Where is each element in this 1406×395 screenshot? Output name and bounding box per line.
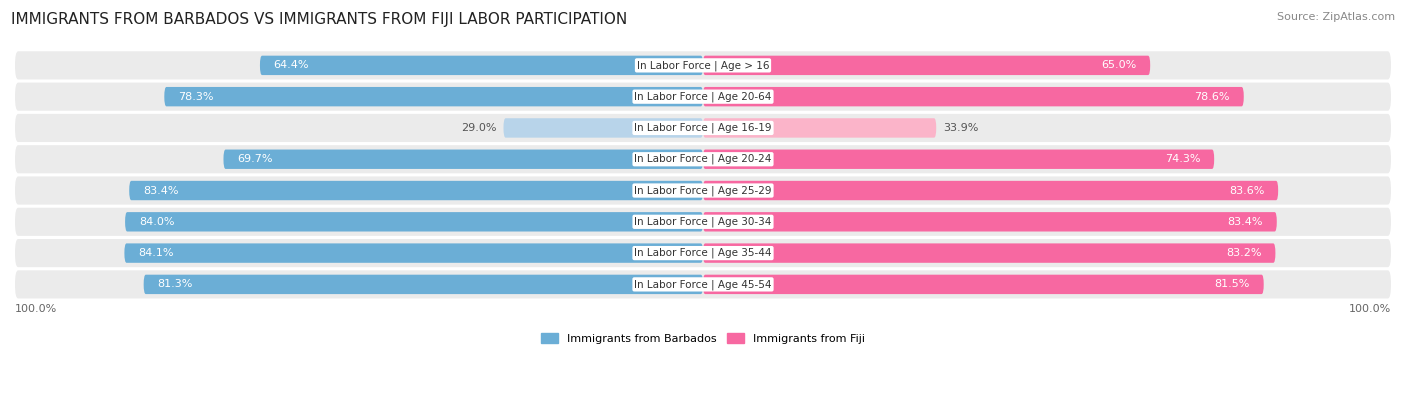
Text: 84.0%: 84.0% xyxy=(139,217,174,227)
FancyBboxPatch shape xyxy=(703,56,1150,75)
FancyBboxPatch shape xyxy=(224,150,703,169)
FancyBboxPatch shape xyxy=(15,51,1391,79)
FancyBboxPatch shape xyxy=(15,114,1391,142)
Text: 33.9%: 33.9% xyxy=(943,123,979,133)
Text: 81.3%: 81.3% xyxy=(157,279,193,290)
Text: In Labor Force | Age 35-44: In Labor Force | Age 35-44 xyxy=(634,248,772,258)
FancyBboxPatch shape xyxy=(703,181,1278,200)
Legend: Immigrants from Barbados, Immigrants from Fiji: Immigrants from Barbados, Immigrants fro… xyxy=(541,333,865,344)
Text: In Labor Force | Age 25-29: In Labor Force | Age 25-29 xyxy=(634,185,772,196)
FancyBboxPatch shape xyxy=(703,275,1264,294)
FancyBboxPatch shape xyxy=(15,239,1391,267)
Text: 65.0%: 65.0% xyxy=(1101,60,1136,70)
Text: 78.3%: 78.3% xyxy=(179,92,214,102)
Text: 29.0%: 29.0% xyxy=(461,123,496,133)
Text: 74.3%: 74.3% xyxy=(1166,154,1201,164)
FancyBboxPatch shape xyxy=(125,212,703,231)
Text: 69.7%: 69.7% xyxy=(238,154,273,164)
Text: 100.0%: 100.0% xyxy=(15,304,58,314)
Text: 64.4%: 64.4% xyxy=(274,60,309,70)
Text: Source: ZipAtlas.com: Source: ZipAtlas.com xyxy=(1277,12,1395,22)
Text: IMMIGRANTS FROM BARBADOS VS IMMIGRANTS FROM FIJI LABOR PARTICIPATION: IMMIGRANTS FROM BARBADOS VS IMMIGRANTS F… xyxy=(11,12,627,27)
Text: 81.5%: 81.5% xyxy=(1215,279,1250,290)
Text: In Labor Force | Age 16-19: In Labor Force | Age 16-19 xyxy=(634,123,772,133)
FancyBboxPatch shape xyxy=(124,243,703,263)
FancyBboxPatch shape xyxy=(15,145,1391,173)
Text: 83.6%: 83.6% xyxy=(1229,186,1264,196)
Text: 84.1%: 84.1% xyxy=(138,248,174,258)
Text: In Labor Force | Age 20-64: In Labor Force | Age 20-64 xyxy=(634,91,772,102)
FancyBboxPatch shape xyxy=(703,243,1275,263)
Text: In Labor Force | Age 45-54: In Labor Force | Age 45-54 xyxy=(634,279,772,290)
Text: 78.6%: 78.6% xyxy=(1195,92,1230,102)
FancyBboxPatch shape xyxy=(15,177,1391,205)
Text: 83.4%: 83.4% xyxy=(143,186,179,196)
Text: In Labor Force | Age > 16: In Labor Force | Age > 16 xyxy=(637,60,769,71)
FancyBboxPatch shape xyxy=(260,56,703,75)
FancyBboxPatch shape xyxy=(703,150,1215,169)
FancyBboxPatch shape xyxy=(129,181,703,200)
FancyBboxPatch shape xyxy=(165,87,703,106)
FancyBboxPatch shape xyxy=(703,212,1277,231)
FancyBboxPatch shape xyxy=(703,118,936,137)
Text: 83.2%: 83.2% xyxy=(1226,248,1261,258)
Text: In Labor Force | Age 30-34: In Labor Force | Age 30-34 xyxy=(634,216,772,227)
Text: 83.4%: 83.4% xyxy=(1227,217,1263,227)
FancyBboxPatch shape xyxy=(15,270,1391,299)
FancyBboxPatch shape xyxy=(15,83,1391,111)
FancyBboxPatch shape xyxy=(703,87,1244,106)
FancyBboxPatch shape xyxy=(143,275,703,294)
Text: In Labor Force | Age 20-24: In Labor Force | Age 20-24 xyxy=(634,154,772,164)
FancyBboxPatch shape xyxy=(15,208,1391,236)
Text: 100.0%: 100.0% xyxy=(1348,304,1391,314)
FancyBboxPatch shape xyxy=(503,118,703,137)
